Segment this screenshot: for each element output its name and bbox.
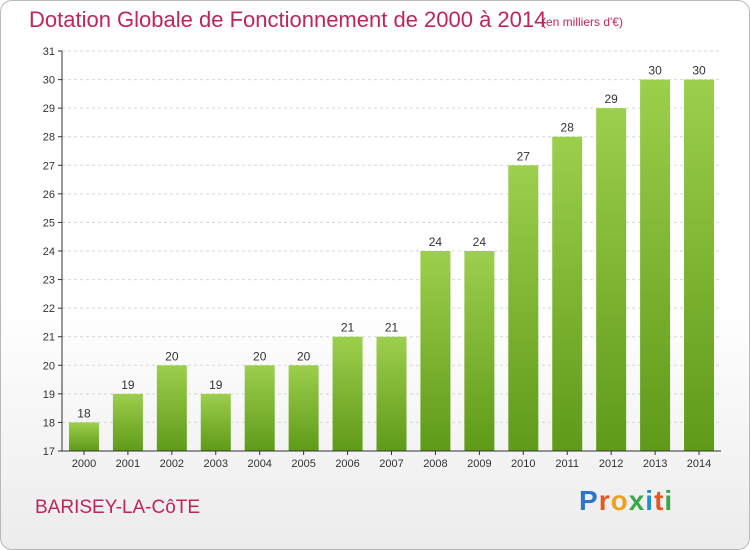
data-label-2001: 19 (121, 378, 135, 392)
y-tick-label: 25 (43, 217, 55, 229)
data-label-2012: 29 (604, 92, 618, 106)
x-tick-label-2007: 2007 (379, 458, 403, 470)
bar-2012 (596, 108, 627, 452)
bar-2014 (684, 79, 715, 452)
chart-unit: (en milliers d'€) (542, 15, 623, 29)
x-tick-label-2011: 2011 (555, 458, 579, 470)
data-label-2009: 24 (473, 235, 487, 249)
x-tick-label-2001: 2001 (116, 458, 140, 470)
data-label-2000: 18 (77, 406, 91, 420)
logo-letter: t (654, 485, 665, 516)
bar-2006 (332, 336, 363, 451)
data-label-2003: 19 (209, 378, 223, 392)
logo-letter: i (664, 485, 674, 516)
x-tick-label-2002: 2002 (160, 458, 184, 470)
data-label-2008: 24 (429, 235, 443, 249)
bar-2005 (288, 365, 319, 451)
bar-2001 (112, 393, 143, 451)
axes: 17 18 19 20 21 22 23 24 25 26 27 28 29 30 31 2000 2001 20… (43, 46, 721, 470)
y-tick-label: 29 (43, 103, 55, 115)
bar-2002 (156, 365, 187, 451)
y-tick-label: 22 (43, 303, 55, 315)
y-tick-label: 19 (43, 389, 55, 401)
x-tick-label-2009: 2009 (467, 458, 491, 470)
x-tick-label-2012: 2012 (599, 458, 623, 470)
bar-2013 (640, 79, 671, 452)
bar-2007 (376, 336, 407, 451)
data-label-2006: 21 (341, 321, 355, 335)
x-tick-label-2000: 2000 (72, 458, 96, 470)
x-tick-label-2003: 2003 (204, 458, 228, 470)
x-tick-label-2004: 2004 (247, 458, 271, 470)
logo-letter: P (579, 485, 599, 516)
y-tick-label: 18 (43, 417, 55, 429)
y-tick-label: 28 (43, 132, 55, 144)
bar-2004 (244, 365, 275, 451)
y-tick-label: 21 (43, 332, 55, 344)
bar-2003 (200, 393, 231, 451)
data-label-2005: 20 (297, 349, 311, 363)
data-label-2007: 21 (385, 321, 399, 335)
y-tick-label: 27 (43, 160, 55, 172)
data-label-2014: 30 (692, 64, 706, 78)
logo-letter: x (628, 485, 646, 516)
y-tick-label: 17 (43, 446, 55, 458)
x-tick-label-2008: 2008 (423, 458, 447, 470)
x-tick-label-2006: 2006 (335, 458, 359, 470)
proxiti-logo: Proxiti (579, 485, 673, 517)
logo-letter: o (610, 485, 629, 516)
data-label-2010: 27 (517, 149, 531, 163)
logo-letter: i (645, 485, 655, 516)
x-tick-label-2013: 2013 (643, 458, 667, 470)
bar-2010 (508, 165, 539, 452)
x-tick-label-2005: 2005 (291, 458, 315, 470)
bar-2009 (464, 251, 495, 451)
y-tick-label: 31 (43, 46, 55, 58)
y-tick-label: 30 (43, 75, 55, 87)
bar-2008 (420, 251, 451, 451)
bar-2011 (552, 136, 583, 451)
bar-2000 (68, 422, 99, 451)
logo-letter: r (598, 485, 611, 516)
data-label-2013: 30 (648, 64, 662, 78)
commune-name: BARISEY-LA-CôTE (35, 497, 201, 518)
y-tick-label: 23 (43, 275, 55, 287)
y-tick-label: 26 (43, 189, 55, 201)
x-tick-label-2010: 2010 (511, 458, 535, 470)
y-tick-label: 24 (43, 246, 55, 258)
data-label-2011: 28 (561, 121, 575, 135)
x-tick-label-2014: 2014 (687, 458, 711, 470)
data-label-2002: 20 (165, 349, 179, 363)
chart-title: Dotation Globale de Fonctionnement de 20… (29, 7, 547, 32)
y-tick-label: 20 (43, 360, 55, 372)
bars: 18 19 20 19 20 20 21 21 24 24 27 28 29 30 30 (68, 64, 715, 452)
data-label-2004: 20 (253, 349, 267, 363)
